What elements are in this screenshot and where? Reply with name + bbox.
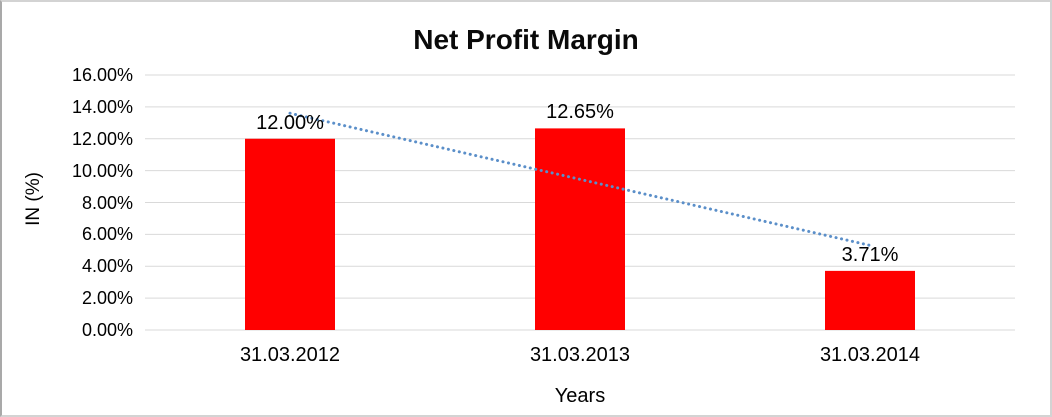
y-tick-label: 8.00% xyxy=(81,192,133,213)
trendline xyxy=(288,111,872,247)
bar-31.03.2014 xyxy=(825,270,915,330)
x-category-label: 31.03.2014 xyxy=(819,344,921,366)
x-category-label: 31.03.2012 xyxy=(239,344,341,366)
y-tick-label: 16.00% xyxy=(71,65,133,85)
x-category-label: 31.03.2013 xyxy=(529,344,631,366)
y-tick-label: 10.00% xyxy=(71,160,133,181)
bar-31.03.2012 xyxy=(245,138,335,330)
bar-data-label: 3.71% xyxy=(841,243,899,266)
y-tick-label: 0.00% xyxy=(81,320,133,340)
chart-title: Net Profit Margin xyxy=(413,24,639,55)
bar-data-label: 12.65% xyxy=(546,101,614,124)
bar-31.03.2013 xyxy=(535,128,625,330)
y-tick-label: 6.00% xyxy=(81,224,133,245)
y-tick-label: 4.00% xyxy=(81,256,133,277)
y-tick-label: 14.00% xyxy=(71,96,133,117)
bar-data-label: 12.00% xyxy=(256,111,324,134)
x-axis-title: Years xyxy=(554,385,606,407)
y-tick-label: 2.00% xyxy=(81,288,133,309)
y-tick-label: 12.00% xyxy=(71,128,133,149)
